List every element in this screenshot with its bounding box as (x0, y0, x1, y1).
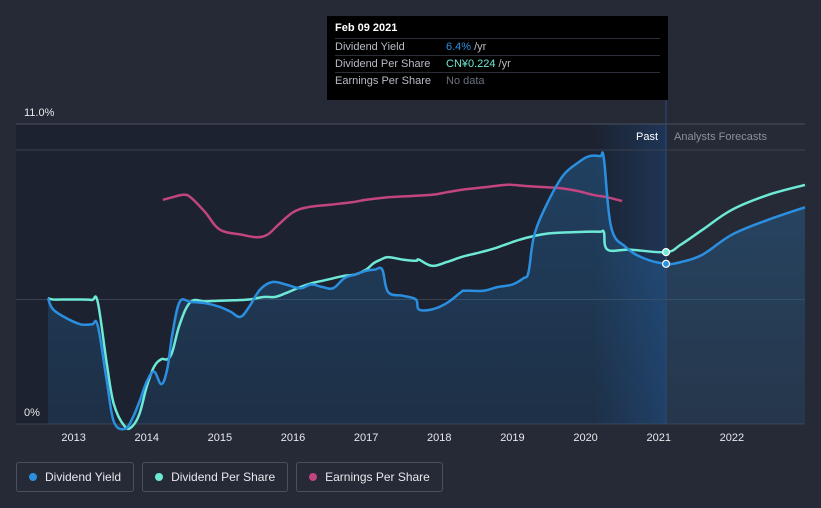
y-tick-label-min: 0% (24, 407, 40, 419)
x-tick-label: 2013 (61, 432, 85, 444)
x-tick-label: 2021 (646, 432, 670, 444)
dividend-per-share-dot-icon (155, 473, 164, 481)
dividend-yield-dot-icon (29, 473, 37, 481)
legend-label: Dividend Per Share (171, 470, 276, 484)
earnings-per-share-dot-icon (309, 473, 318, 481)
tooltip: Feb 09 2021 Dividend Yield 6.4% /yr Divi… (327, 16, 668, 100)
x-tick-label: 2019 (500, 432, 524, 444)
dividend-yield-line (46, 151, 806, 431)
x-tick-label: 2014 (134, 432, 158, 444)
dividend-per-share-line (47, 183, 806, 431)
tooltip-row-earnings-per-share: Earnings Per Share No data (335, 72, 660, 89)
tooltip-row-label: Dividend Yield (335, 41, 405, 53)
tooltip-row-value: No data (446, 75, 485, 87)
legend-item-dividend-per-share[interactable]: Dividend Per Share (142, 462, 289, 492)
x-tick-label: 2020 (573, 432, 597, 444)
x-axis-ticks: 2013 2014 2015 2016 2017 2018 2019 2020 2021 2022 (61, 432, 744, 444)
x-tick-label: 2018 (427, 432, 451, 444)
tooltip-row-value: CN¥0.224 (446, 58, 496, 70)
tooltip-row-label: Dividend Per Share (335, 58, 431, 70)
past-label: Past (636, 131, 658, 143)
y-tick-label-max: 11.0% (24, 107, 55, 119)
dividend-yield-area (48, 152, 805, 430)
tooltip-row-label: Earnings Per Share (335, 75, 431, 87)
tooltip-row-unit: /yr (498, 58, 511, 70)
legend-label: Earnings Per Share (325, 470, 430, 484)
tooltip-date: Feb 09 2021 (335, 22, 398, 34)
tooltip-row-unit: /yr (474, 41, 487, 53)
x-tick-label: 2017 (354, 432, 378, 444)
dividend-yield-marker (661, 259, 671, 268)
tooltip-row-dividend-yield: Dividend Yield 6.4% /yr (335, 38, 660, 55)
x-tick-label: 2016 (281, 432, 305, 444)
legend-label: Dividend Yield (45, 470, 122, 484)
legend-item-dividend-yield[interactable]: Dividend Yield (16, 462, 135, 492)
dividend-per-share-marker (661, 248, 671, 257)
legend: Dividend Yield Dividend Per Share Earnin… (16, 462, 443, 492)
earnings-per-share-line (162, 183, 623, 239)
x-tick-label: 2015 (208, 432, 232, 444)
legend-item-earnings-per-share[interactable]: Earnings Per Share (296, 462, 443, 492)
tooltip-row-dividend-per-share: Dividend Per Share CN¥0.224 /yr (335, 55, 660, 72)
tooltip-row-value: 6.4% (446, 41, 472, 53)
x-tick-label: 2022 (720, 432, 744, 444)
analysts-forecasts-label: Analysts Forecasts (674, 131, 767, 143)
